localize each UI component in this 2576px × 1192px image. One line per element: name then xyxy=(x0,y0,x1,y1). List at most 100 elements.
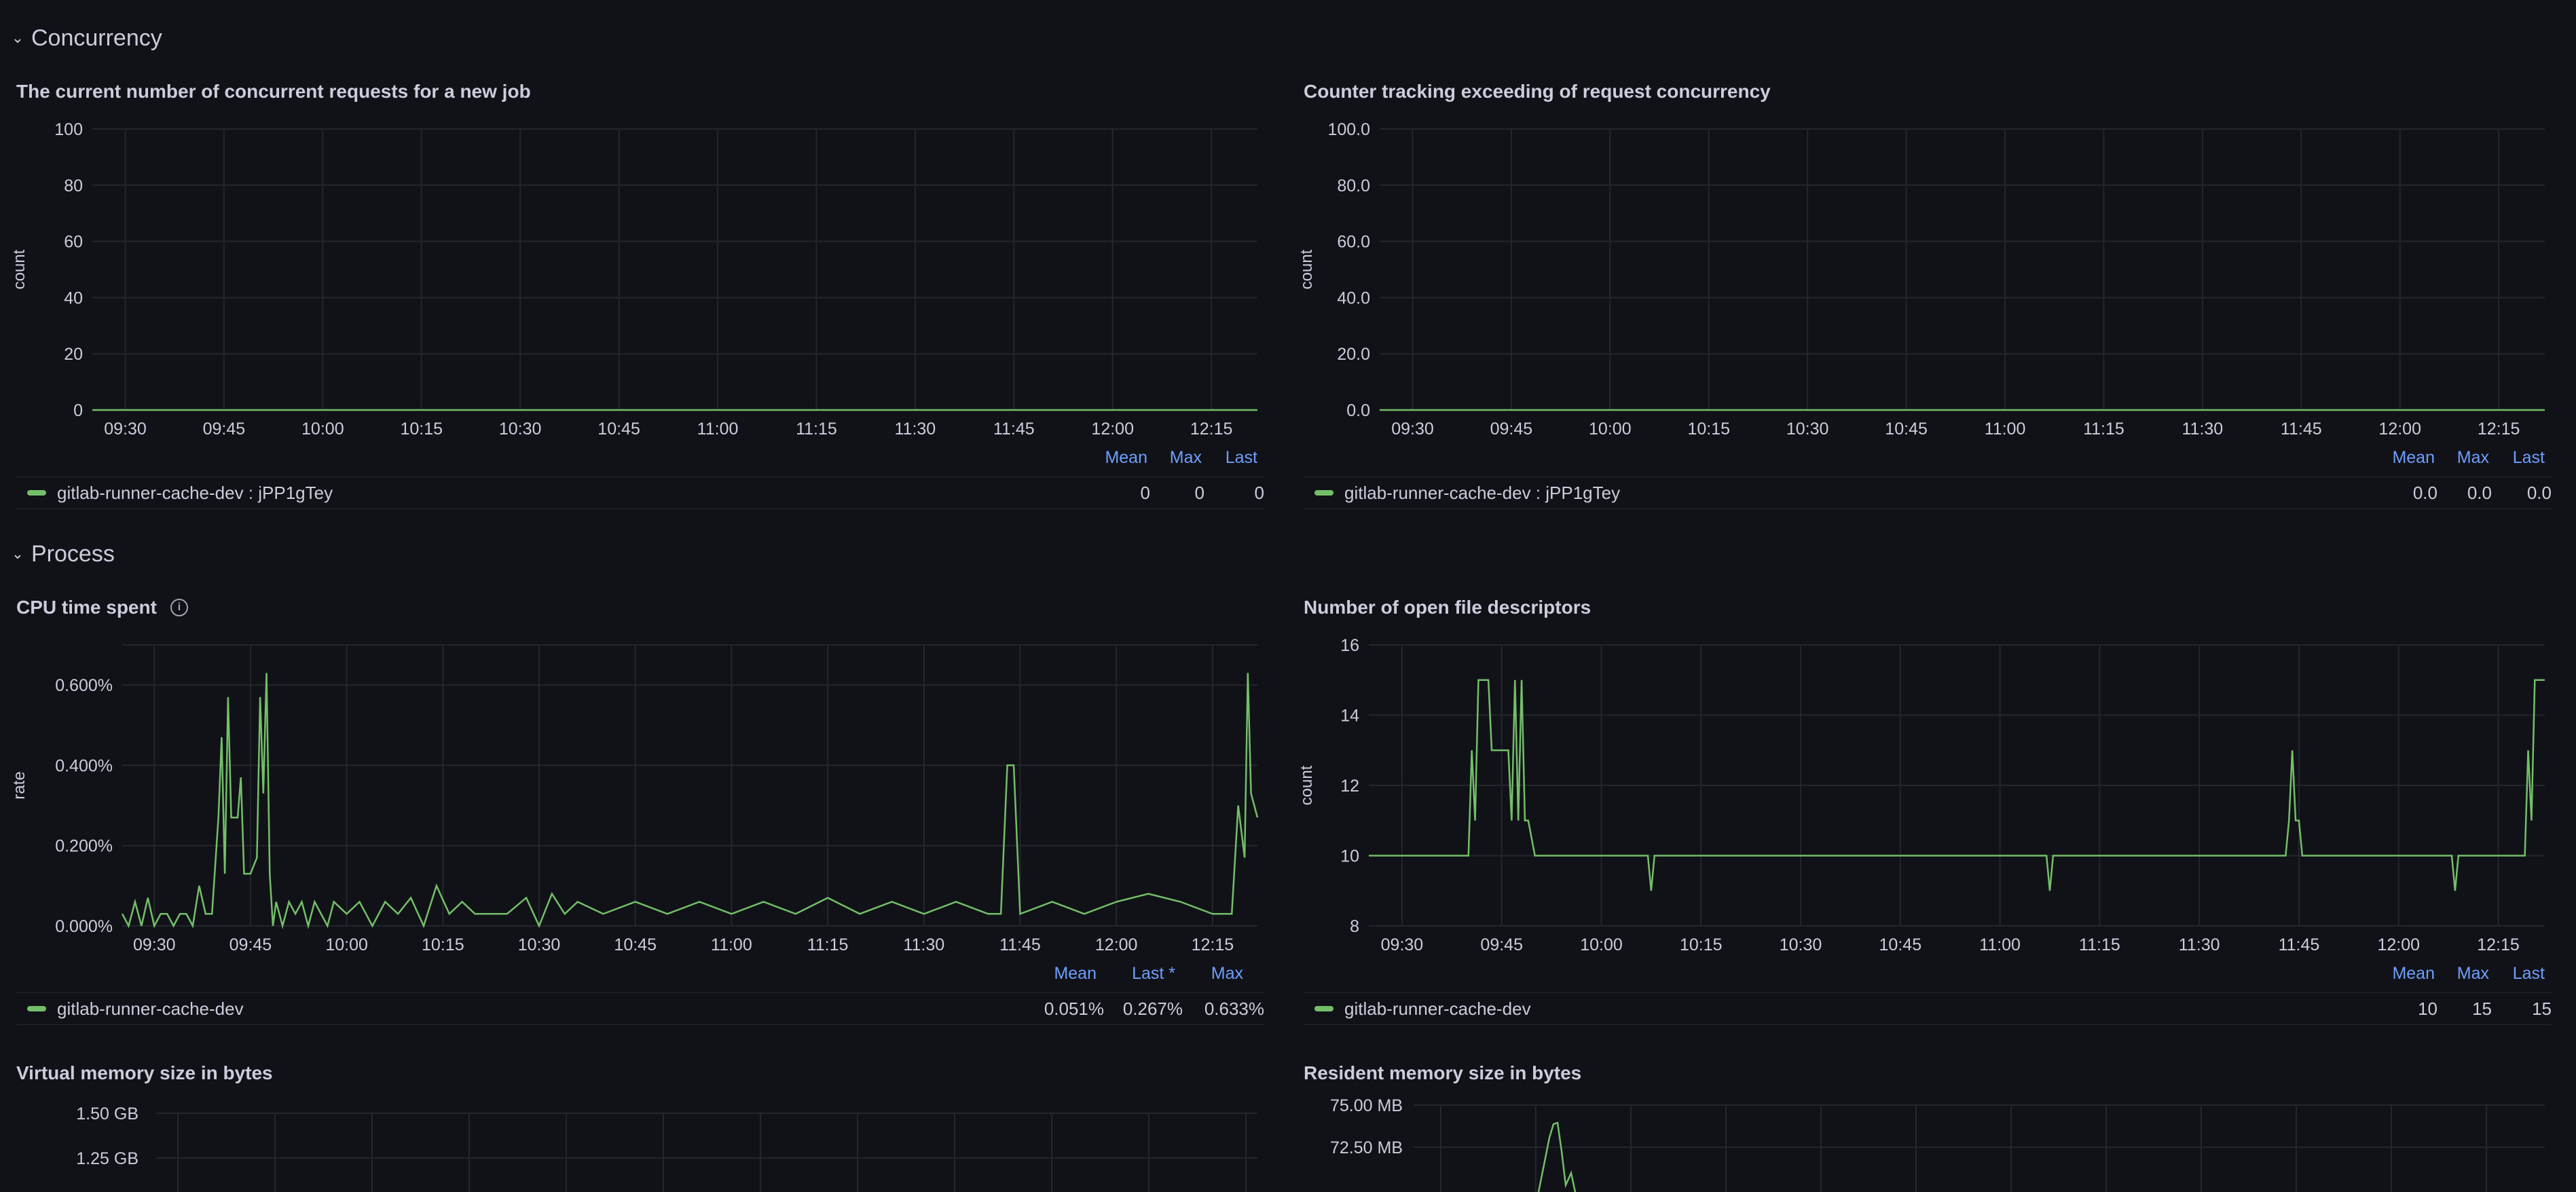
x-tick-label: 10:00 xyxy=(325,935,368,954)
panel-title-text: The current number of concurrent request… xyxy=(16,81,531,102)
x-tick-label: 09:45 xyxy=(1490,420,1533,439)
x-tick-label: 09:30 xyxy=(1391,420,1434,439)
panel-exceeding-concurrency[interactable]: Counter tracking exceeding of request co… xyxy=(1287,75,2564,509)
series-color-swatch[interactable] xyxy=(27,490,46,496)
info-icon[interactable]: i xyxy=(170,599,188,616)
chart-resident-memory: 75.00 MB 72.50 MB xyxy=(1330,1096,2545,1192)
legend-series-name: gitlab-runner-cache-dev : jPP1gTey xyxy=(57,482,333,503)
legend-series-name: gitlab-runner-cache-dev : jPP1gTey xyxy=(1344,482,1621,503)
x-tick-label: 12:00 xyxy=(2378,420,2421,439)
panel-title: Counter tracking exceeding of request co… xyxy=(1304,75,1771,109)
panel-title: The current number of concurrent request… xyxy=(16,75,531,109)
legend-header-max[interactable]: Max xyxy=(1211,964,1243,983)
y-tick-label: 10 xyxy=(1340,847,1359,866)
y-axis-label: count xyxy=(10,249,29,289)
legend-values: 0 0 0 xyxy=(1096,483,1264,504)
legend-header-mean[interactable]: Mean xyxy=(2392,448,2435,467)
legend-item[interactable]: gitlab-runner-cache-dev 10 15 15 xyxy=(1304,992,2552,1025)
x-tick-label: 10:15 xyxy=(422,935,464,954)
panel-open-file-descriptors[interactable]: Number of open file descriptors 16 14 12 10… xyxy=(1287,591,2564,1025)
legend-value-mean: 0.0 xyxy=(2412,482,2437,503)
legend-value-mean: 0 xyxy=(1140,482,1150,503)
x-tick-label: 11:45 xyxy=(999,935,1041,954)
x-tick-label: 11:00 xyxy=(697,420,739,439)
series-color-swatch[interactable] xyxy=(1314,490,1333,496)
legend-header-max[interactable]: Max xyxy=(2457,448,2489,467)
y-tick-label: 100 xyxy=(54,120,83,139)
series-line xyxy=(121,673,1259,929)
panel-concurrent-requests[interactable]: The current number of concurrent request… xyxy=(0,75,1276,509)
y-tick-label: 8 xyxy=(1350,917,1359,936)
legend-value-last: 0.267% xyxy=(1122,998,1183,1019)
panel-title-text: Resident memory size in bytes xyxy=(1304,1062,1582,1083)
y-tick-label: 0.0 xyxy=(1346,401,1370,420)
row-header-concurrency[interactable]: ⌄ Concurrency xyxy=(11,18,162,58)
x-tick-label: 11:45 xyxy=(2281,420,2322,439)
x-tick-label: 10:45 xyxy=(1885,420,1928,439)
x-tick-label: 10:00 xyxy=(1580,935,1623,954)
y-tick-label: 60.0 xyxy=(1337,233,1370,252)
legend-header-last[interactable]: Last xyxy=(2512,964,2545,983)
legend-header: Mean Last * Max xyxy=(1005,964,1243,984)
y-tick-label: 12 xyxy=(1340,777,1359,796)
x-tick-label: 11:30 xyxy=(2179,935,2220,954)
x-tick-label: 10:30 xyxy=(1786,420,1829,439)
panel-title-text: Counter tracking exceeding of request co… xyxy=(1304,81,1771,102)
legend-header-last[interactable]: Last xyxy=(2512,448,2545,467)
legend-item[interactable]: gitlab-runner-cache-dev : jPP1gTey 0 0 0 xyxy=(16,477,1264,509)
panel-virtual-memory[interactable]: Virtual memory size in bytes 1.50 GB 1.25… xyxy=(0,1056,1276,1192)
legend-header: Mean Max Last xyxy=(2333,964,2545,984)
series-color-swatch[interactable] xyxy=(27,1006,46,1011)
panel-title-text: Virtual memory size in bytes xyxy=(16,1062,273,1083)
legend-header-last[interactable]: Last xyxy=(1225,448,1257,467)
chart-concurrent-requests: 100 80 60 40 20 0 09:30 09:45 10:00 10:15 10:30 10:… xyxy=(10,120,1257,439)
chart-open-file-descriptors: 16 14 12 10 8 09:30 09:45 10:00 10:15 10:30 10:45 1… xyxy=(1298,636,2545,954)
legend-item[interactable]: gitlab-runner-cache-dev : jPP1gTey 0.0 0… xyxy=(1304,477,2552,509)
y-tick-label: 40 xyxy=(64,288,83,308)
legend-header-last[interactable]: Last * xyxy=(1132,964,1175,983)
x-tick-label: 10:45 xyxy=(597,420,640,439)
x-tick-label: 11:15 xyxy=(2079,935,2120,954)
legend-header-mean[interactable]: Mean xyxy=(2392,964,2435,983)
x-tick-label: 11:00 xyxy=(711,935,752,954)
x-tick-label: 12:00 xyxy=(1095,935,1138,954)
row-header-process[interactable]: ⌄ Process xyxy=(11,534,115,574)
y-tick-label: 80.0 xyxy=(1337,176,1370,195)
legend-header-mean[interactable]: Mean xyxy=(1054,964,1097,983)
legend-value-mean: 10 xyxy=(2418,998,2437,1019)
y-axis-label: count xyxy=(1298,249,1316,289)
y-tick-label: 75.00 MB xyxy=(1330,1096,1403,1115)
x-tick-label: 10:15 xyxy=(1680,935,1723,954)
series-color-swatch[interactable] xyxy=(1314,1006,1333,1011)
x-tick-label: 12:15 xyxy=(1192,935,1234,954)
legend-header-max[interactable]: Max xyxy=(1169,448,1202,467)
x-tick-label: 11:15 xyxy=(807,935,849,954)
y-tick-label: 0 xyxy=(73,401,83,420)
panel-resident-memory[interactable]: Resident memory size in bytes 75.00 MB 72… xyxy=(1287,1056,2564,1192)
legend-values: 0.0 0.0 0.0 xyxy=(2383,483,2552,504)
y-tick-label: 20.0 xyxy=(1337,345,1370,364)
legend-value-last: 0 xyxy=(1254,482,1264,503)
x-tick-label: 11:30 xyxy=(895,420,936,439)
row-title: Concurrency xyxy=(31,24,162,51)
legend-header-max[interactable]: Max xyxy=(2457,964,2489,983)
x-tick-label: 10:15 xyxy=(1687,420,1730,439)
panel-title: Resident memory size in bytes xyxy=(1304,1056,1581,1090)
legend-item[interactable]: gitlab-runner-cache-dev 0.051% 0.267% 0.… xyxy=(16,992,1264,1025)
legend-values: 10 15 15 xyxy=(2383,999,2552,1020)
x-tick-label: 12:15 xyxy=(1190,420,1233,439)
x-tick-label: 12:00 xyxy=(2377,935,2420,954)
legend-header-mean[interactable]: Mean xyxy=(1105,448,1147,467)
y-tick-label: 72.50 MB xyxy=(1330,1138,1403,1157)
x-tick-label: 10:45 xyxy=(1879,935,1922,954)
x-tick-label: 12:15 xyxy=(2477,935,2520,954)
x-tick-label: 09:45 xyxy=(203,420,246,439)
panel-title: Number of open file descriptors xyxy=(1304,591,1591,625)
y-tick-label: 100.0 xyxy=(1327,120,1370,139)
y-tick-label: 0.200% xyxy=(55,837,113,856)
row-title: Process xyxy=(31,540,115,567)
panel-title-text: CPU time spent xyxy=(16,597,157,618)
series-line xyxy=(1369,679,2545,891)
panel-cpu-time[interactable]: CPU time spent i 0.600% 0.400% 0.200% 0.000… xyxy=(0,591,1276,1025)
legend-value-max: 15 xyxy=(2472,998,2492,1019)
